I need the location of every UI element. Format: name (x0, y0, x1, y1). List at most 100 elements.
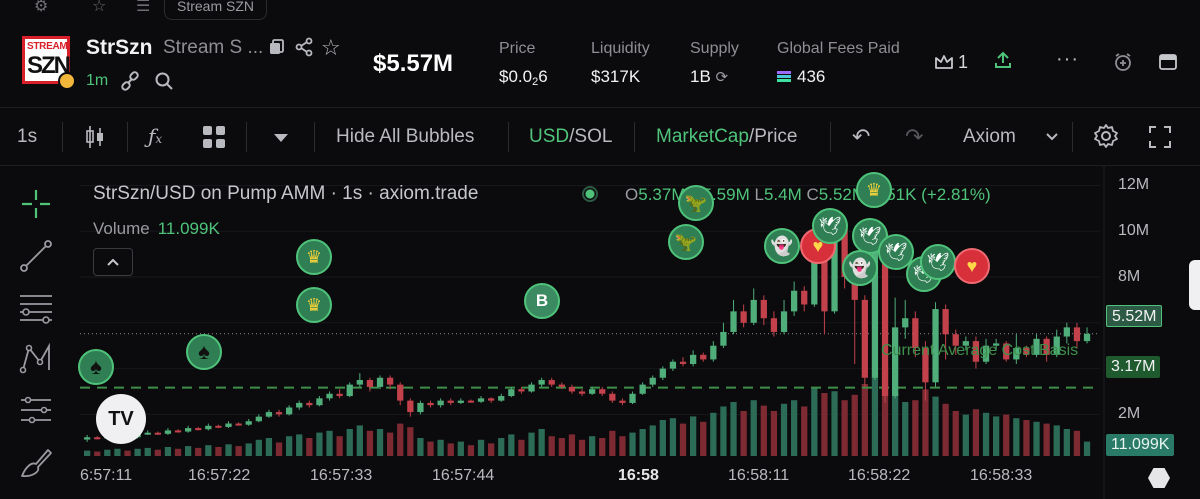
price-value: $0.026 (499, 67, 548, 88)
token-symbol: StrSzn (86, 36, 153, 59)
volume-bar (296, 434, 303, 456)
crown-bubble[interactable]: ♛ (296, 287, 332, 323)
source-selector[interactable]: Axiom (963, 126, 1016, 147)
candle (1063, 327, 1070, 337)
candle (205, 425, 212, 430)
add-alert-icon[interactable] (1113, 52, 1133, 77)
crown-bubble[interactable]: ♛ (856, 172, 892, 208)
panel-icon[interactable] (1159, 54, 1177, 75)
price-chart[interactable]: StrSzn/USD on Pump AMM · 1s · axiom.trad… (0, 166, 1200, 499)
link-icon[interactable] (120, 71, 140, 96)
candle (770, 318, 778, 332)
interval-selector[interactable]: 1s (17, 126, 38, 147)
tab-stream-szn[interactable]: Stream SZN (164, 0, 268, 20)
scroll-handle[interactable] (1189, 260, 1200, 310)
refresh-icon[interactable]: ⟳ (715, 69, 729, 86)
volume-bar (94, 451, 101, 456)
fullscreen-icon[interactable] (1148, 125, 1172, 155)
volume-bar (629, 432, 636, 456)
candle (821, 231, 828, 312)
ghost-bubble[interactable]: 👻 (842, 250, 878, 286)
star-icon[interactable]: ☆ (92, 0, 107, 15)
volume-bar (205, 445, 212, 456)
supply-stat: Supply 1B ⟳ (690, 40, 739, 87)
marketcap-price-toggle[interactable]: MarketCap/Price (656, 126, 798, 148)
share-icon[interactable] (294, 37, 314, 62)
gear-icon[interactable]: ⚙ (34, 0, 49, 15)
projection-icon[interactable] (18, 392, 54, 428)
liquidity-label: Liquidity (591, 40, 650, 57)
dove-bubble[interactable]: 🕊 (920, 244, 956, 280)
currency-toggle[interactable]: USD/SOL (529, 126, 612, 148)
copy-icon[interactable] (268, 38, 286, 61)
candle (316, 398, 323, 406)
indicators-icon[interactable]: ƒx (148, 124, 163, 148)
candle (144, 432, 151, 435)
search-icon[interactable] (154, 71, 174, 96)
chart-canvas[interactable] (0, 166, 1200, 499)
candle (154, 432, 161, 435)
candle (871, 233, 879, 378)
candle (518, 389, 525, 392)
brush-icon[interactable] (18, 444, 54, 480)
chevron-down-icon[interactable] (1045, 126, 1059, 148)
more-icon[interactable]: ··· (1056, 48, 1079, 70)
fees-label: Global Fees Paid (777, 40, 900, 57)
volume-bar (235, 446, 242, 456)
divider (508, 122, 509, 152)
redo-icon[interactable]: ↷ (905, 124, 924, 149)
hexagon-icon[interactable] (1148, 468, 1170, 488)
list-icon[interactable]: ☰ (136, 0, 151, 15)
volume-bar (679, 423, 687, 456)
candle (508, 389, 515, 397)
trendline-icon[interactable] (18, 238, 54, 274)
volume-bar (841, 400, 848, 456)
star-icon[interactable]: ☆ (321, 35, 341, 60)
volume-bar (185, 446, 192, 456)
candle (982, 345, 990, 362)
candle (215, 425, 222, 428)
dove-bubble[interactable]: 🕊 (812, 208, 848, 244)
tradingview-logo[interactable]: TV (96, 394, 146, 444)
candle (1053, 336, 1060, 355)
layouts-icon[interactable] (202, 125, 226, 155)
chevron-down-icon[interactable] (272, 128, 290, 150)
settings-icon[interactable] (1093, 123, 1119, 155)
candle (164, 430, 172, 434)
dino-bubble[interactable]: 🦖 (678, 185, 714, 221)
ghost-bubble[interactable]: 👻 (764, 228, 800, 264)
candle (1033, 338, 1040, 355)
candle (376, 377, 384, 387)
spade-bubble[interactable]: ♠ (78, 349, 114, 385)
volume-bar (215, 447, 222, 456)
volume-bar (1013, 418, 1020, 456)
volume-bar (498, 438, 505, 456)
b-bubble[interactable]: B (524, 283, 560, 319)
hide-bubbles-button[interactable]: Hide All Bubbles (336, 126, 475, 147)
dino-bubble[interactable]: 🦖 (668, 224, 704, 260)
volume-bar (225, 444, 232, 456)
dove-bubble[interactable]: 🕊 (878, 234, 914, 270)
fib-lines-icon[interactable] (18, 290, 54, 326)
candle (1043, 338, 1050, 355)
volume-bar (387, 432, 394, 456)
volume-bar (265, 438, 273, 456)
spade-bubble[interactable]: ♠ (186, 334, 222, 370)
dove-bubble[interactable]: 🕊 (852, 218, 888, 254)
candle (477, 398, 485, 402)
pattern-icon[interactable] (18, 340, 54, 376)
candles-icon[interactable] (84, 124, 106, 156)
heart-bubble[interactable]: ♥ (954, 248, 990, 284)
crown-bubble[interactable]: ♛ (296, 239, 332, 275)
upload-icon[interactable] (993, 50, 1013, 76)
candle (892, 327, 899, 397)
crown-icon[interactable] (934, 53, 954, 76)
collapse-legend-button[interactable] (93, 248, 133, 276)
market-cap-value: $5.57M (373, 50, 454, 77)
crosshair-icon[interactable] (18, 186, 54, 222)
x-tick-label: 16:57:33 (310, 467, 373, 484)
undo-icon[interactable]: ↶ (852, 124, 871, 149)
candle (912, 318, 919, 348)
volume-bar (568, 434, 576, 456)
volume-bar (1003, 414, 1010, 456)
